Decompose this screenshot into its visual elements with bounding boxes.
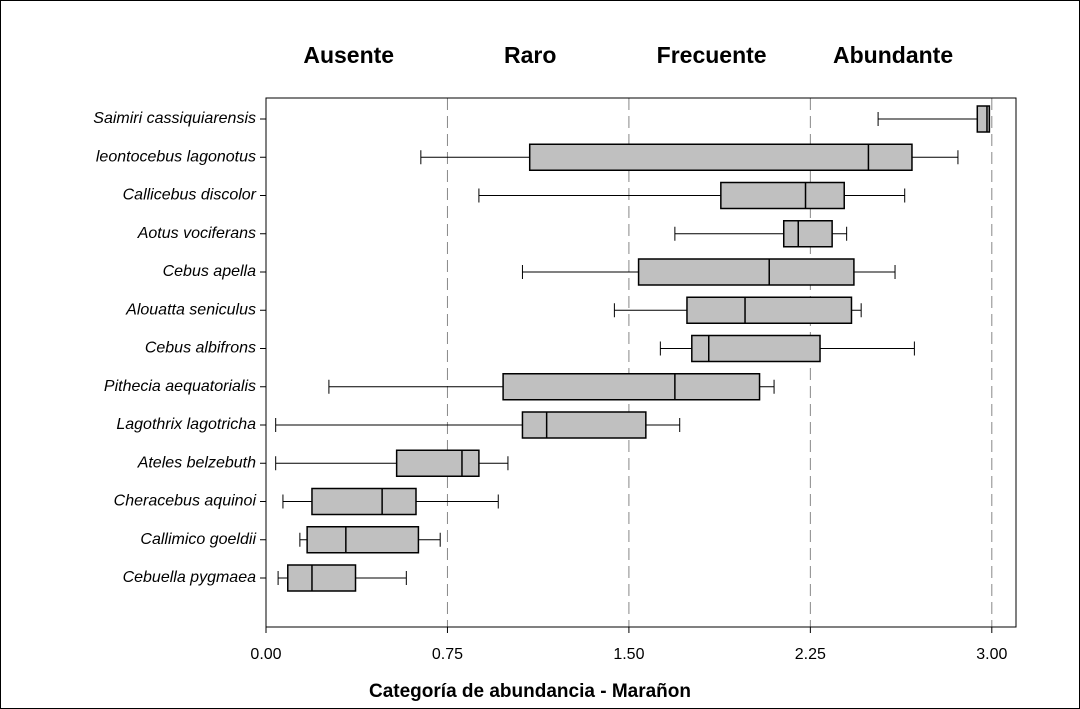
- y-tick-label: Ateles belzebuth: [137, 454, 256, 471]
- x-tick-label: 1.50: [613, 646, 644, 663]
- category-header: Raro: [504, 42, 556, 68]
- y-tick-label: Aotus vociferans: [137, 225, 256, 242]
- category-header: Abundante: [833, 42, 953, 68]
- y-tick-label: Saimiri cassiquiarensis: [93, 110, 256, 127]
- box: [691, 334, 821, 363]
- box: [311, 487, 417, 516]
- y-tick-label: Cebuella pygmaea: [123, 569, 257, 586]
- box: [686, 296, 853, 324]
- category-header: Frecuente: [657, 42, 767, 68]
- box: [637, 258, 855, 286]
- x-tick-label: 0.75: [432, 646, 463, 663]
- box: [287, 564, 357, 592]
- y-tick-label: Alouatta seniculus: [125, 301, 256, 318]
- box: [521, 411, 647, 439]
- y-tick-label: Cebus albifrons: [145, 340, 256, 357]
- x-tick-label: 3.00: [976, 646, 1007, 663]
- category-header: Ausente: [303, 42, 394, 68]
- y-tick-label: Lagothrix lagotricha: [116, 416, 256, 433]
- y-tick-label: Callicebus discolor: [123, 187, 257, 204]
- x-tick-label: 2.25: [795, 646, 826, 663]
- plot-frame: [265, 97, 1017, 628]
- x-tick-label: 0.00: [250, 646, 281, 663]
- y-tick-label: Cheracebus aquinoi: [114, 493, 257, 510]
- box: [502, 373, 761, 401]
- box: [720, 181, 845, 210]
- x-axis-title: Categoría de abundancia - Marañon: [369, 681, 691, 702]
- box: [395, 449, 480, 477]
- box: [782, 220, 833, 248]
- y-tick-label: leontocebus lagonotus: [96, 148, 256, 165]
- y-tick-label: Cebus apella: [163, 263, 257, 280]
- box: [306, 526, 420, 554]
- box: [528, 143, 913, 171]
- y-tick-label: Callimico goeldii: [140, 531, 256, 548]
- y-tick-label: Pithecia aequatorialis: [104, 378, 256, 395]
